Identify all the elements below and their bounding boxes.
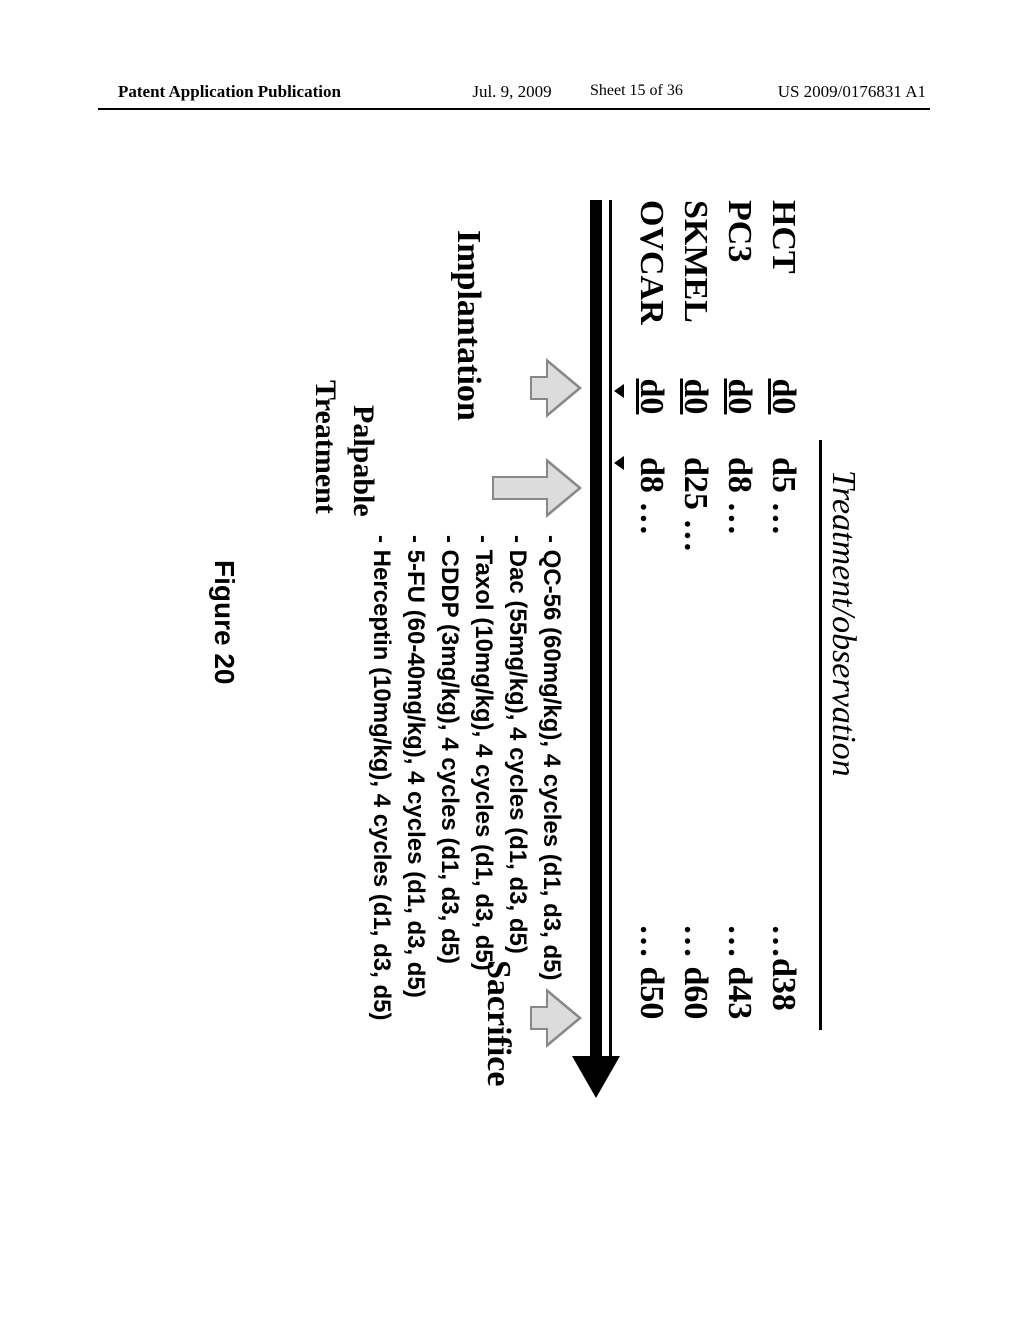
end-day: … d43: [720, 924, 758, 1019]
end-day: …d38: [764, 924, 802, 1011]
list-item: - CDDP (3mg/kg), 4 cycles (d1, d3, d5): [435, 535, 463, 1020]
publication-date: Jul. 9, 2009: [472, 82, 551, 102]
page-header: Patent Application Publication Jul. 9, 2…: [0, 82, 1024, 102]
publication-number: US 2009/0176831 A1: [778, 82, 926, 102]
table-row: HCT d0 d5 … …d38: [758, 200, 802, 1019]
figure-rotated-container: Treatment/observation HCT d0 d5 … …d38 P…: [142, 190, 882, 1130]
timeline-arrow: [590, 200, 602, 1060]
cell-line-table: HCT d0 d5 … …d38 PC3 d0 d8 … … d43 SKMEL…: [626, 200, 802, 1019]
observation-underline: [819, 440, 822, 1030]
d0-label: d0: [676, 379, 714, 449]
end-day: … d60: [676, 924, 714, 1019]
list-item: - Dac (55mg/kg), 4 cycles (d1, d3, d5): [503, 535, 531, 1020]
start-day: d8 …: [720, 457, 758, 547]
list-item: - QC-56 (60mg/kg), 4 cycles (d1, d3, d5): [537, 535, 565, 1020]
cell-name: PC3: [720, 200, 758, 370]
table-row: PC3 d0 d8 … … d43: [714, 200, 758, 1019]
d0-label: d0: [632, 379, 670, 449]
tick-marker: [614, 384, 624, 398]
table-row: OVCAR d0 d8 … … d50: [626, 200, 670, 1019]
palpable-label: Palpable: [346, 405, 380, 517]
cell-name: OVCAR: [632, 200, 670, 370]
figure-caption: Figure 20: [208, 560, 240, 684]
timeline-bar-top: [609, 200, 612, 1060]
cell-name: HCT: [764, 200, 802, 370]
end-day: … d50: [632, 924, 670, 1019]
start-day: d25 …: [676, 457, 714, 547]
publication-label: Patent Application Publication: [118, 82, 341, 102]
cell-name: SKMEL: [676, 200, 714, 370]
treatment-arrow-icon: [492, 470, 582, 506]
start-day: d5 …: [764, 457, 802, 547]
sheet-number: Sheet 15 of 36: [590, 82, 683, 100]
list-item: - Taxol (10mg/kg), 4 cycles (d1, d3, d5): [469, 535, 497, 1020]
d0-label: d0: [720, 379, 758, 449]
list-item: - Herceptin (10mg/kg), 4 cycles (d1, d3,…: [367, 535, 395, 1020]
tick-marker: [614, 456, 624, 470]
implantation-arrow-icon: [532, 370, 582, 406]
d0-label: d0: [764, 379, 802, 449]
start-day: d8 …: [632, 457, 670, 547]
list-item: - 5-FU (60-40mg/kg), 4 cycles (d1, d3, d…: [401, 535, 429, 1020]
treatment-list: - QC-56 (60mg/kg), 4 cycles (d1, d3, d5)…: [361, 535, 565, 1020]
header-rule: [98, 108, 930, 110]
figure-20: Treatment/observation HCT d0 d5 … …d38 P…: [142, 190, 882, 1130]
treatment-label: Treatment: [308, 380, 342, 514]
implantation-label: Implantation: [449, 230, 487, 421]
table-row: SKMEL d0 d25 … … d60: [670, 200, 714, 1019]
observation-header: Treatment/observation: [824, 470, 862, 777]
